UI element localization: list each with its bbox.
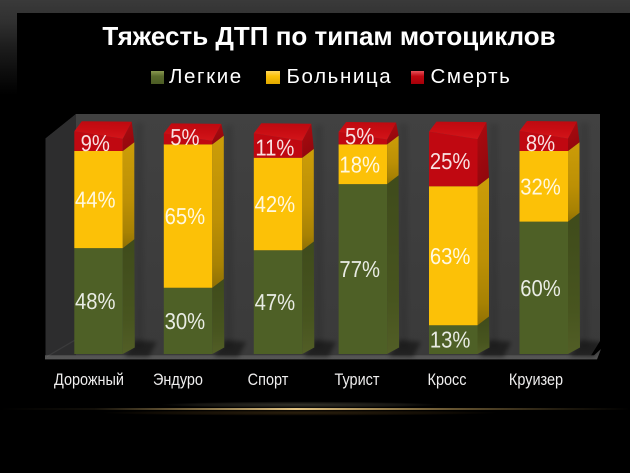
svg-text:63%: 63%	[430, 243, 471, 269]
svg-text:9%: 9%	[81, 130, 110, 156]
svg-text:77%: 77%	[339, 256, 380, 282]
svg-text:42%: 42%	[255, 191, 296, 217]
svg-text:32%: 32%	[520, 173, 561, 199]
svg-text:5%: 5%	[345, 123, 374, 149]
svg-text:65%: 65%	[165, 203, 206, 229]
svg-text:11%: 11%	[255, 134, 294, 160]
svg-text:5%: 5%	[170, 124, 199, 150]
svg-text:8%: 8%	[526, 130, 555, 156]
svg-text:60%: 60%	[520, 275, 561, 301]
svg-text:44%: 44%	[75, 187, 116, 213]
svg-text:25%: 25%	[430, 148, 471, 174]
svg-text:47%: 47%	[255, 289, 296, 315]
svg-text:30%: 30%	[165, 308, 206, 334]
svg-text:48%: 48%	[75, 288, 116, 314]
svg-text:18%: 18%	[339, 151, 380, 177]
svg-text:13%: 13%	[430, 327, 471, 353]
